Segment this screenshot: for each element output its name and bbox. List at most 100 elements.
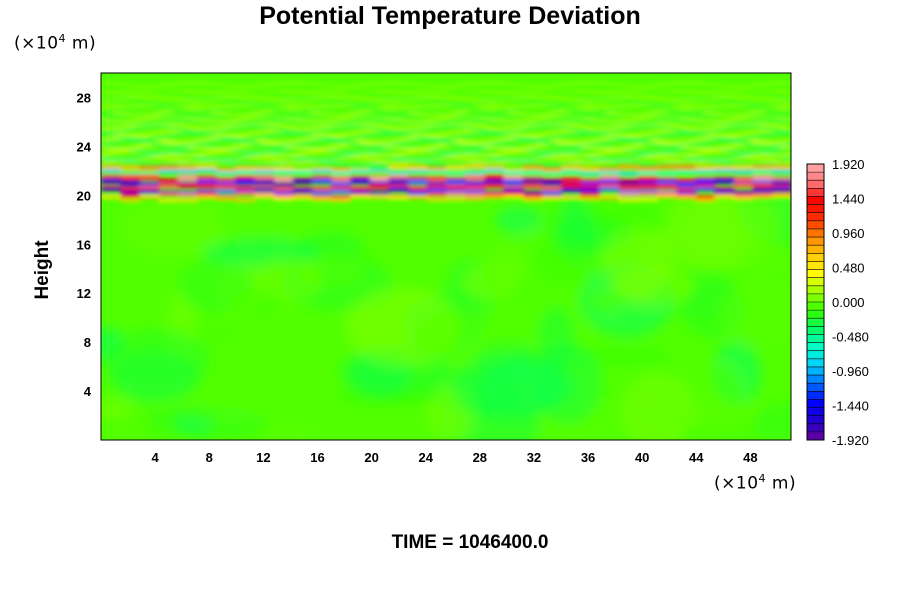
band-cell <box>771 169 791 174</box>
band-cell <box>407 186 428 191</box>
colorbar-cell <box>807 212 824 222</box>
band-cell <box>522 178 543 185</box>
band-cell <box>714 169 735 173</box>
band-cell <box>331 167 352 172</box>
band-cell <box>484 165 505 170</box>
band-cell <box>695 169 716 174</box>
band-cell <box>446 184 467 190</box>
band-cell <box>465 164 486 169</box>
band-cell <box>561 187 582 193</box>
band-cell <box>541 190 562 195</box>
wave-line <box>101 91 791 99</box>
y-unit-suffix: m) <box>66 33 97 54</box>
band-cell <box>771 187 791 192</box>
band-cell <box>311 195 332 200</box>
band-cell <box>656 195 677 199</box>
y-unit-exponent: 4 <box>58 32 67 45</box>
band-cell <box>733 183 754 188</box>
band-cell <box>235 165 256 170</box>
band-cell <box>407 165 428 170</box>
band-cell <box>369 195 390 199</box>
band-cell <box>196 191 217 196</box>
band-cell <box>637 180 658 187</box>
y-unit-prefix: (×10 <box>14 33 59 54</box>
band-cell <box>254 185 275 190</box>
band-cell <box>216 189 237 194</box>
band-cell <box>101 175 122 181</box>
band-cell <box>311 178 332 184</box>
colorbar-cell <box>807 358 824 368</box>
lower-region <box>101 172 791 440</box>
wave-line <box>101 125 791 134</box>
band-cell <box>254 195 275 199</box>
colorbar-cell <box>807 375 824 384</box>
colorbar-tick-label: 0.480 <box>832 261 865 276</box>
band-cell <box>369 184 390 189</box>
colorbar-cell <box>807 350 824 360</box>
band-cell <box>407 195 428 199</box>
band-cell <box>177 165 198 170</box>
band-cell <box>580 192 601 197</box>
band-cell <box>101 178 122 184</box>
band-cell <box>139 189 160 194</box>
band-cell <box>484 195 505 199</box>
band-cell <box>541 171 562 176</box>
band-cell <box>273 176 294 182</box>
band-cell <box>331 171 352 175</box>
band-cell <box>446 171 467 176</box>
band-cell <box>714 195 735 199</box>
wave-line <box>101 95 791 102</box>
band-cell <box>407 179 428 185</box>
band-cell <box>503 191 524 196</box>
band-cell <box>656 184 677 189</box>
band-cell <box>235 179 256 185</box>
x-unit-suffix: m) <box>766 473 797 494</box>
x-tick-label: 4 <box>152 450 160 465</box>
band-cell <box>465 170 486 175</box>
band-cell <box>599 183 620 188</box>
dominant-band <box>101 164 791 203</box>
band-cell <box>120 198 141 202</box>
colorbar-cell <box>807 310 824 319</box>
band-cell <box>158 192 179 196</box>
band-cell <box>350 169 371 174</box>
band-cell <box>503 170 524 175</box>
lower-patch <box>264 425 318 440</box>
colorbar-tick-label: 0.960 <box>832 226 865 241</box>
band-cell <box>656 191 677 196</box>
time-label: TIME = 1046400.0 <box>391 532 549 553</box>
colorbar-frame <box>806 163 825 441</box>
band-cell <box>599 187 620 192</box>
band-cell <box>618 185 639 190</box>
band-cell <box>407 190 428 195</box>
band-cell <box>446 179 467 185</box>
colorbar-tick-label: -1.920 <box>832 433 869 448</box>
x-tick-label: 24 <box>418 450 433 465</box>
lower-patch <box>101 329 211 392</box>
band-cell <box>273 190 294 196</box>
band-cell <box>503 175 524 182</box>
y-axis-ticks: 4 8 12 16 20 24 28 <box>77 90 92 399</box>
band-cell <box>618 192 639 197</box>
band-cell <box>522 184 543 189</box>
band-cell <box>120 172 141 176</box>
x-tick-label: 36 <box>581 450 595 465</box>
band-cell <box>637 184 658 189</box>
band-cell <box>752 180 773 186</box>
band-cell <box>714 178 735 184</box>
y-tick-label: 8 <box>84 335 91 350</box>
band-cell <box>656 179 677 186</box>
band-cell <box>752 188 773 193</box>
band-cell <box>292 178 313 185</box>
band-cell <box>541 196 562 200</box>
band-cell <box>350 189 371 195</box>
band-cell <box>426 166 447 171</box>
colorbar-cell <box>807 415 824 425</box>
x-tick-label: 16 <box>310 450 324 465</box>
colorbar-tick-label: 0.000 <box>832 295 865 310</box>
colorbar-cell <box>807 245 824 254</box>
x-unit-prefix: (×10 <box>714 473 759 494</box>
band-cell <box>177 183 198 188</box>
band-cell <box>426 197 447 201</box>
band-cell <box>714 188 735 194</box>
